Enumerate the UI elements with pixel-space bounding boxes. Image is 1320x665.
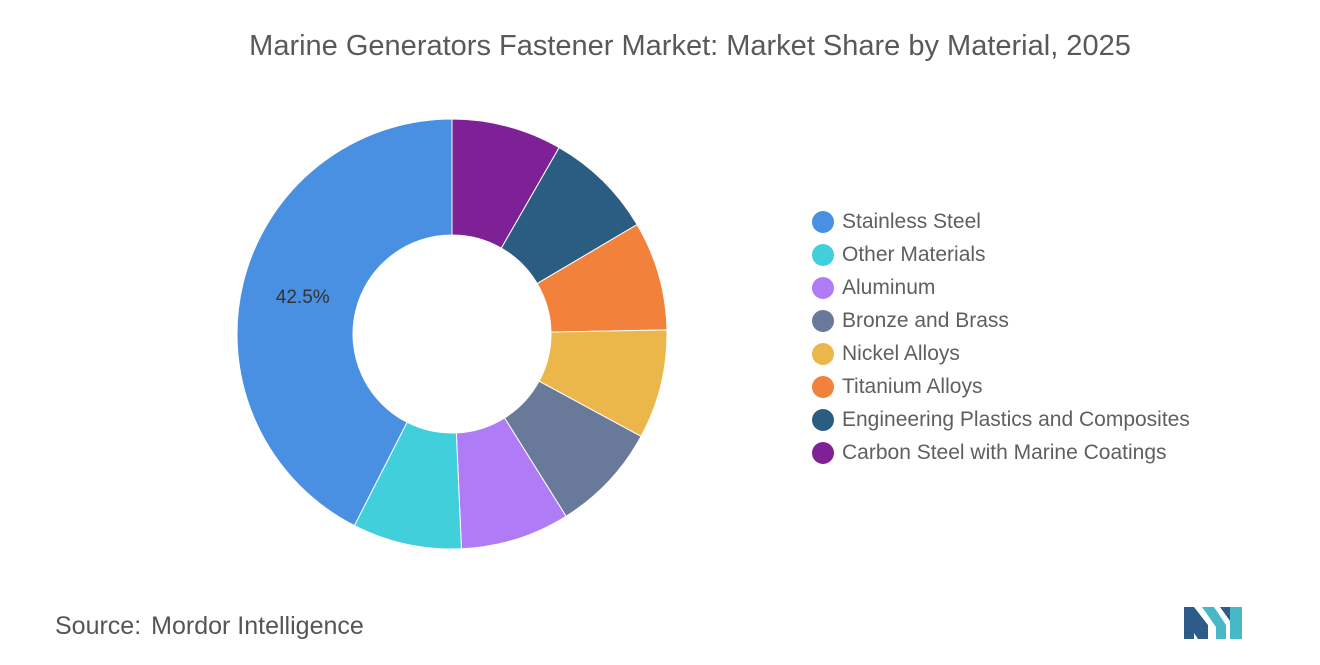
legend-swatch xyxy=(812,408,834,431)
chart-title: Marine Generators Fastener Market: Marke… xyxy=(249,30,1131,62)
legend-swatch xyxy=(812,309,834,332)
slice-stainless-steel xyxy=(236,118,453,527)
legend-item: Nickel Alloys xyxy=(812,337,1190,370)
legend-swatch xyxy=(812,342,834,365)
legend-item: Titanium Alloys xyxy=(812,370,1190,403)
legend-swatch xyxy=(812,375,834,398)
legend-item: Other Materials xyxy=(812,238,1190,271)
legend-item: Carbon Steel with Marine Coatings xyxy=(812,436,1190,469)
legend-label: Other Materials xyxy=(842,242,986,266)
source-note: Source: Mordor Intelligence xyxy=(55,612,364,641)
legend-swatch xyxy=(812,441,834,464)
slice-label: 42.5% xyxy=(276,287,330,308)
legend-item: Bronze and Brass xyxy=(812,304,1190,337)
legend-item: Aluminum xyxy=(812,271,1190,304)
legend-label: Stainless Steel xyxy=(842,209,981,233)
source-label: Source: xyxy=(55,612,142,640)
chart-legend: Stainless Steel Other Materials Aluminum Br… xyxy=(812,205,1190,469)
legend-swatch xyxy=(812,276,834,299)
legend-label: Titanium Alloys xyxy=(842,374,983,398)
legend-label: Nickel Alloys xyxy=(842,341,960,365)
legend-item: Engineering Plastics and Composites xyxy=(812,403,1190,436)
legend-label: Bronze and Brass xyxy=(842,308,1009,332)
legend-label: Engineering Plastics and Composites xyxy=(842,407,1190,431)
legend-swatch xyxy=(812,210,834,233)
legend-label: Carbon Steel with Marine Coatings xyxy=(842,440,1167,464)
mordor-intelligence-logo xyxy=(1184,607,1242,639)
source-value: Mordor Intelligence xyxy=(151,612,364,640)
legend-item: Stainless Steel xyxy=(812,205,1190,238)
legend-swatch xyxy=(812,243,834,266)
legend-label: Aluminum xyxy=(842,275,936,299)
